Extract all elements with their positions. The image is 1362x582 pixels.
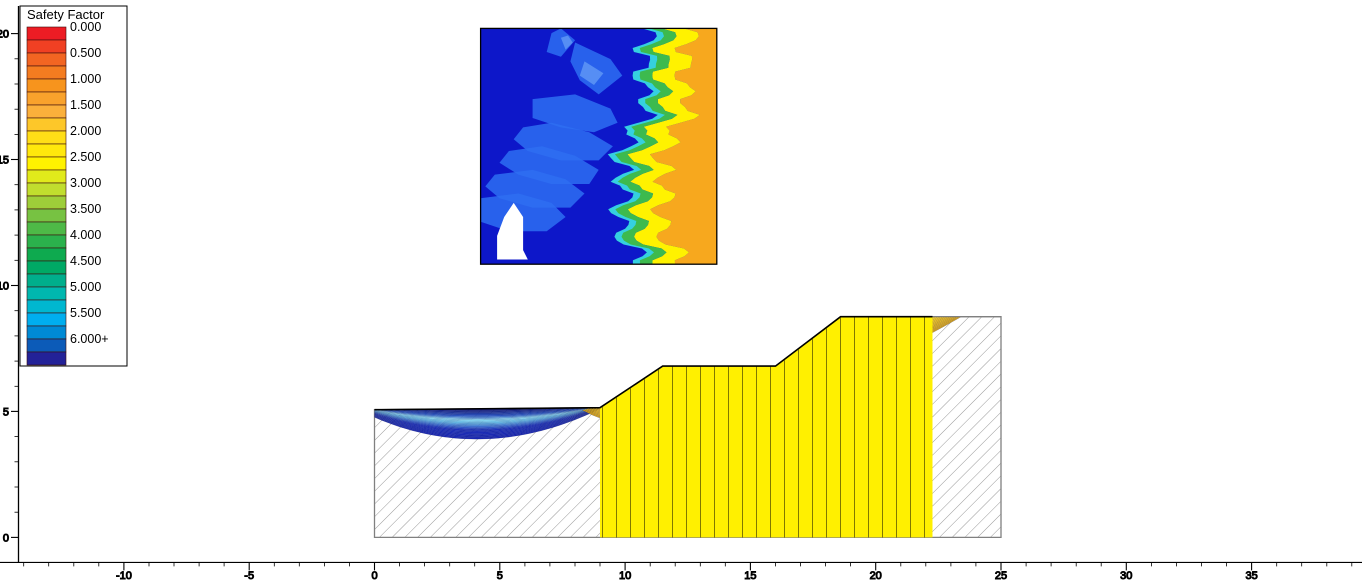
svg-text:1.500: 1.500	[70, 98, 101, 112]
svg-text:5: 5	[3, 407, 9, 419]
svg-text:-5: -5	[244, 570, 254, 582]
svg-text:1.000: 1.000	[70, 72, 101, 86]
svg-text:2.500: 2.500	[70, 150, 101, 164]
svg-text:15: 15	[0, 155, 9, 167]
svg-text:35: 35	[1245, 570, 1257, 582]
svg-text:5.500: 5.500	[70, 306, 101, 320]
svg-text:25: 25	[995, 570, 1007, 582]
svg-text:3.500: 3.500	[70, 202, 101, 216]
svg-text:0: 0	[371, 570, 377, 582]
svg-text:4.000: 4.000	[70, 228, 101, 242]
svg-text:6.000+: 6.000+	[70, 332, 109, 346]
svg-text:4.500: 4.500	[70, 254, 101, 268]
svg-text:3.000: 3.000	[70, 176, 101, 190]
svg-text:0.500: 0.500	[70, 46, 101, 60]
svg-text:30: 30	[1120, 570, 1132, 582]
svg-text:10: 10	[619, 570, 631, 582]
svg-text:0: 0	[3, 533, 9, 545]
svg-text:10: 10	[0, 281, 9, 293]
svg-text:5: 5	[497, 570, 503, 582]
svg-text:2.000: 2.000	[70, 124, 101, 138]
svg-text:-10: -10	[116, 570, 132, 582]
svg-text:20: 20	[870, 570, 882, 582]
svg-text:5.000: 5.000	[70, 280, 101, 294]
svg-text:20: 20	[0, 29, 9, 41]
svg-text:15: 15	[744, 570, 756, 582]
svg-text:0.000: 0.000	[70, 20, 101, 34]
